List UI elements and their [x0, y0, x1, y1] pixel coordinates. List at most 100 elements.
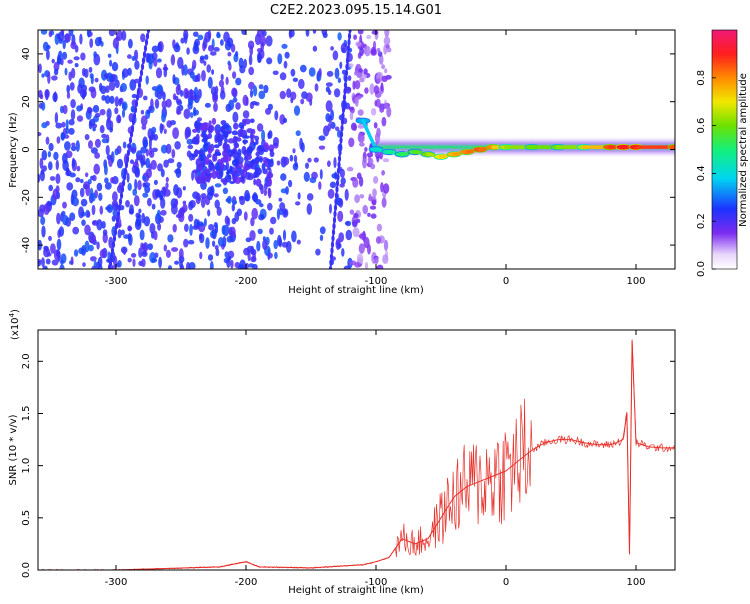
- spectrogram-noise-mark: [330, 121, 336, 129]
- spectrogram-noise-mark: [227, 138, 235, 144]
- spectrogram-noise-mark: [331, 173, 338, 179]
- spectrogram-noise-mark: [73, 249, 79, 257]
- spectrogram-noise-mark: [219, 90, 226, 100]
- spectrogram-noise-mark: [319, 226, 326, 235]
- spectrogram-streak-mark: [346, 51, 350, 58]
- spectrogram-noise-mark: [62, 215, 69, 226]
- spectrogram-noise-mark: [120, 229, 126, 236]
- spectrogram-noise-mark: [80, 178, 84, 184]
- spectrogram-noise-mark: [70, 41, 77, 50]
- spectrogram-noise-mark: [382, 254, 389, 264]
- spectrogram-noise-mark: [121, 68, 129, 78]
- spectrogram-noise-mark: [353, 34, 357, 40]
- spectrogram-noise-mark: [104, 182, 112, 190]
- spectrogram-noise-mark: [210, 51, 217, 56]
- spectrogram-noise-mark: [109, 59, 113, 67]
- spectrogram-noise-mark: [72, 226, 80, 235]
- spectrogram-noise-mark: [203, 218, 207, 227]
- spectrogram-noise-mark: [232, 71, 237, 79]
- spectrogram-noise-mark: [327, 89, 332, 96]
- spectrogram-noise-mark: [282, 117, 288, 124]
- spectrogram-noise-mark: [41, 122, 48, 129]
- spectrogram-noise-mark: [264, 159, 268, 165]
- spectrogram-noise-mark: [274, 251, 278, 260]
- spectrogram-noise-mark: [122, 247, 127, 255]
- spectrogram-noise-mark: [223, 156, 229, 160]
- spectrogram-noise-mark: [340, 42, 348, 54]
- spectrogram-noise-mark: [41, 225, 46, 238]
- spectrogram-noise-mark: [372, 188, 377, 197]
- spectrogram-noise-mark: [257, 144, 265, 152]
- spectrogram-streak-mark: [337, 155, 342, 163]
- spectrogram-noise-mark: [357, 123, 365, 129]
- spectrogram-noise-mark: [251, 159, 256, 164]
- spectrogram-noise-mark: [162, 66, 169, 71]
- spectrogram-noise-mark: [207, 124, 213, 134]
- spectrogram-noise-mark: [165, 176, 169, 183]
- spectrogram-noise-mark: [38, 260, 42, 267]
- spectrogram-noise-mark: [195, 176, 202, 185]
- spectrogram-noise-mark: [55, 122, 63, 129]
- spectrogram-noise-mark: [333, 157, 337, 169]
- spectrogram-streak-mark: [137, 81, 142, 89]
- spectrogram-noise-mark: [367, 212, 371, 217]
- spectrogram-noise-mark: [197, 150, 203, 154]
- spectrogram-noise-mark: [111, 265, 117, 269]
- spectrogram-noise-mark: [343, 265, 351, 269]
- spectrogram-noise-mark: [348, 63, 354, 68]
- spectrogram-noise-mark: [126, 54, 132, 59]
- spectrogram-noise-mark: [128, 233, 133, 246]
- spectrogram-noise-mark: [183, 238, 189, 248]
- spectrogram-noise-mark: [263, 188, 268, 197]
- spectrogram-noise-mark: [231, 170, 237, 177]
- spectrogram-noise-mark: [180, 89, 184, 97]
- spectrogram-noise-mark: [40, 216, 46, 226]
- spectrogram-noise-mark: [145, 168, 152, 179]
- snr-y-tick-label: 1.0: [21, 458, 32, 474]
- spectrogram-noise-mark: [187, 144, 194, 150]
- spectrogram-noise-mark: [230, 149, 236, 155]
- spectrogram-streak-mark: [121, 179, 126, 187]
- spectrogram-noise-mark: [355, 41, 362, 47]
- spectrogram-noise-mark: [188, 201, 194, 211]
- spectrogram-noise-mark: [381, 170, 385, 176]
- spectrogram-noise-mark: [171, 149, 176, 159]
- spectrogram-noise-mark: [39, 93, 44, 100]
- spectrogram-noise-mark: [318, 145, 326, 150]
- spectrogram-noise-mark: [51, 75, 58, 81]
- spectrogram-noise-mark: [163, 159, 169, 168]
- spectrogram-noise-mark: [69, 82, 75, 91]
- spectrogram-noise-mark: [269, 227, 274, 235]
- spectrogram-noise-mark: [364, 262, 369, 269]
- spectrogram-noise-mark: [85, 172, 89, 178]
- spectrogram-streak-mark: [119, 192, 124, 199]
- spectrogram-noise-mark: [192, 136, 200, 145]
- spectrogram-noise-mark: [255, 199, 262, 205]
- spectrogram-noise-mark: [57, 56, 62, 65]
- spectrogram-noise-mark: [215, 248, 220, 257]
- spectrogram-noise-mark: [91, 192, 96, 202]
- spectrogram-noise-mark: [102, 232, 108, 244]
- spectrogram-noise-mark: [176, 161, 182, 169]
- spectrogram-noise-mark: [319, 234, 324, 241]
- spectrogram-noise-mark: [374, 100, 378, 107]
- spectrogram-noise-mark: [122, 101, 128, 111]
- spectrogram-noise-mark: [277, 53, 283, 65]
- spectrogram-noise-mark: [381, 75, 388, 83]
- spectrogram-noise-mark: [69, 212, 76, 221]
- spectrogram-noise-mark: [134, 60, 140, 70]
- spectrogram-noise-mark: [220, 73, 224, 81]
- spectrogram-x-tick-label: -200: [235, 276, 258, 287]
- spectrogram-noise-mark: [71, 157, 76, 168]
- spectrogram-noise-mark: [168, 265, 172, 269]
- spectrogram-noise-mark: [255, 167, 262, 176]
- spectrogram-streak-mark: [334, 198, 338, 206]
- spectrogram-noise-mark: [243, 164, 249, 172]
- spectrogram-noise-mark: [204, 102, 211, 108]
- spectrogram-noise-mark: [380, 82, 384, 92]
- spectrogram-noise-mark: [260, 41, 265, 52]
- spectrogram-noise-mark: [207, 146, 211, 151]
- spectrogram-noise-mark: [183, 30, 189, 41]
- spectrogram-noise-mark: [59, 264, 65, 269]
- spectrogram-streak-mark: [109, 253, 114, 261]
